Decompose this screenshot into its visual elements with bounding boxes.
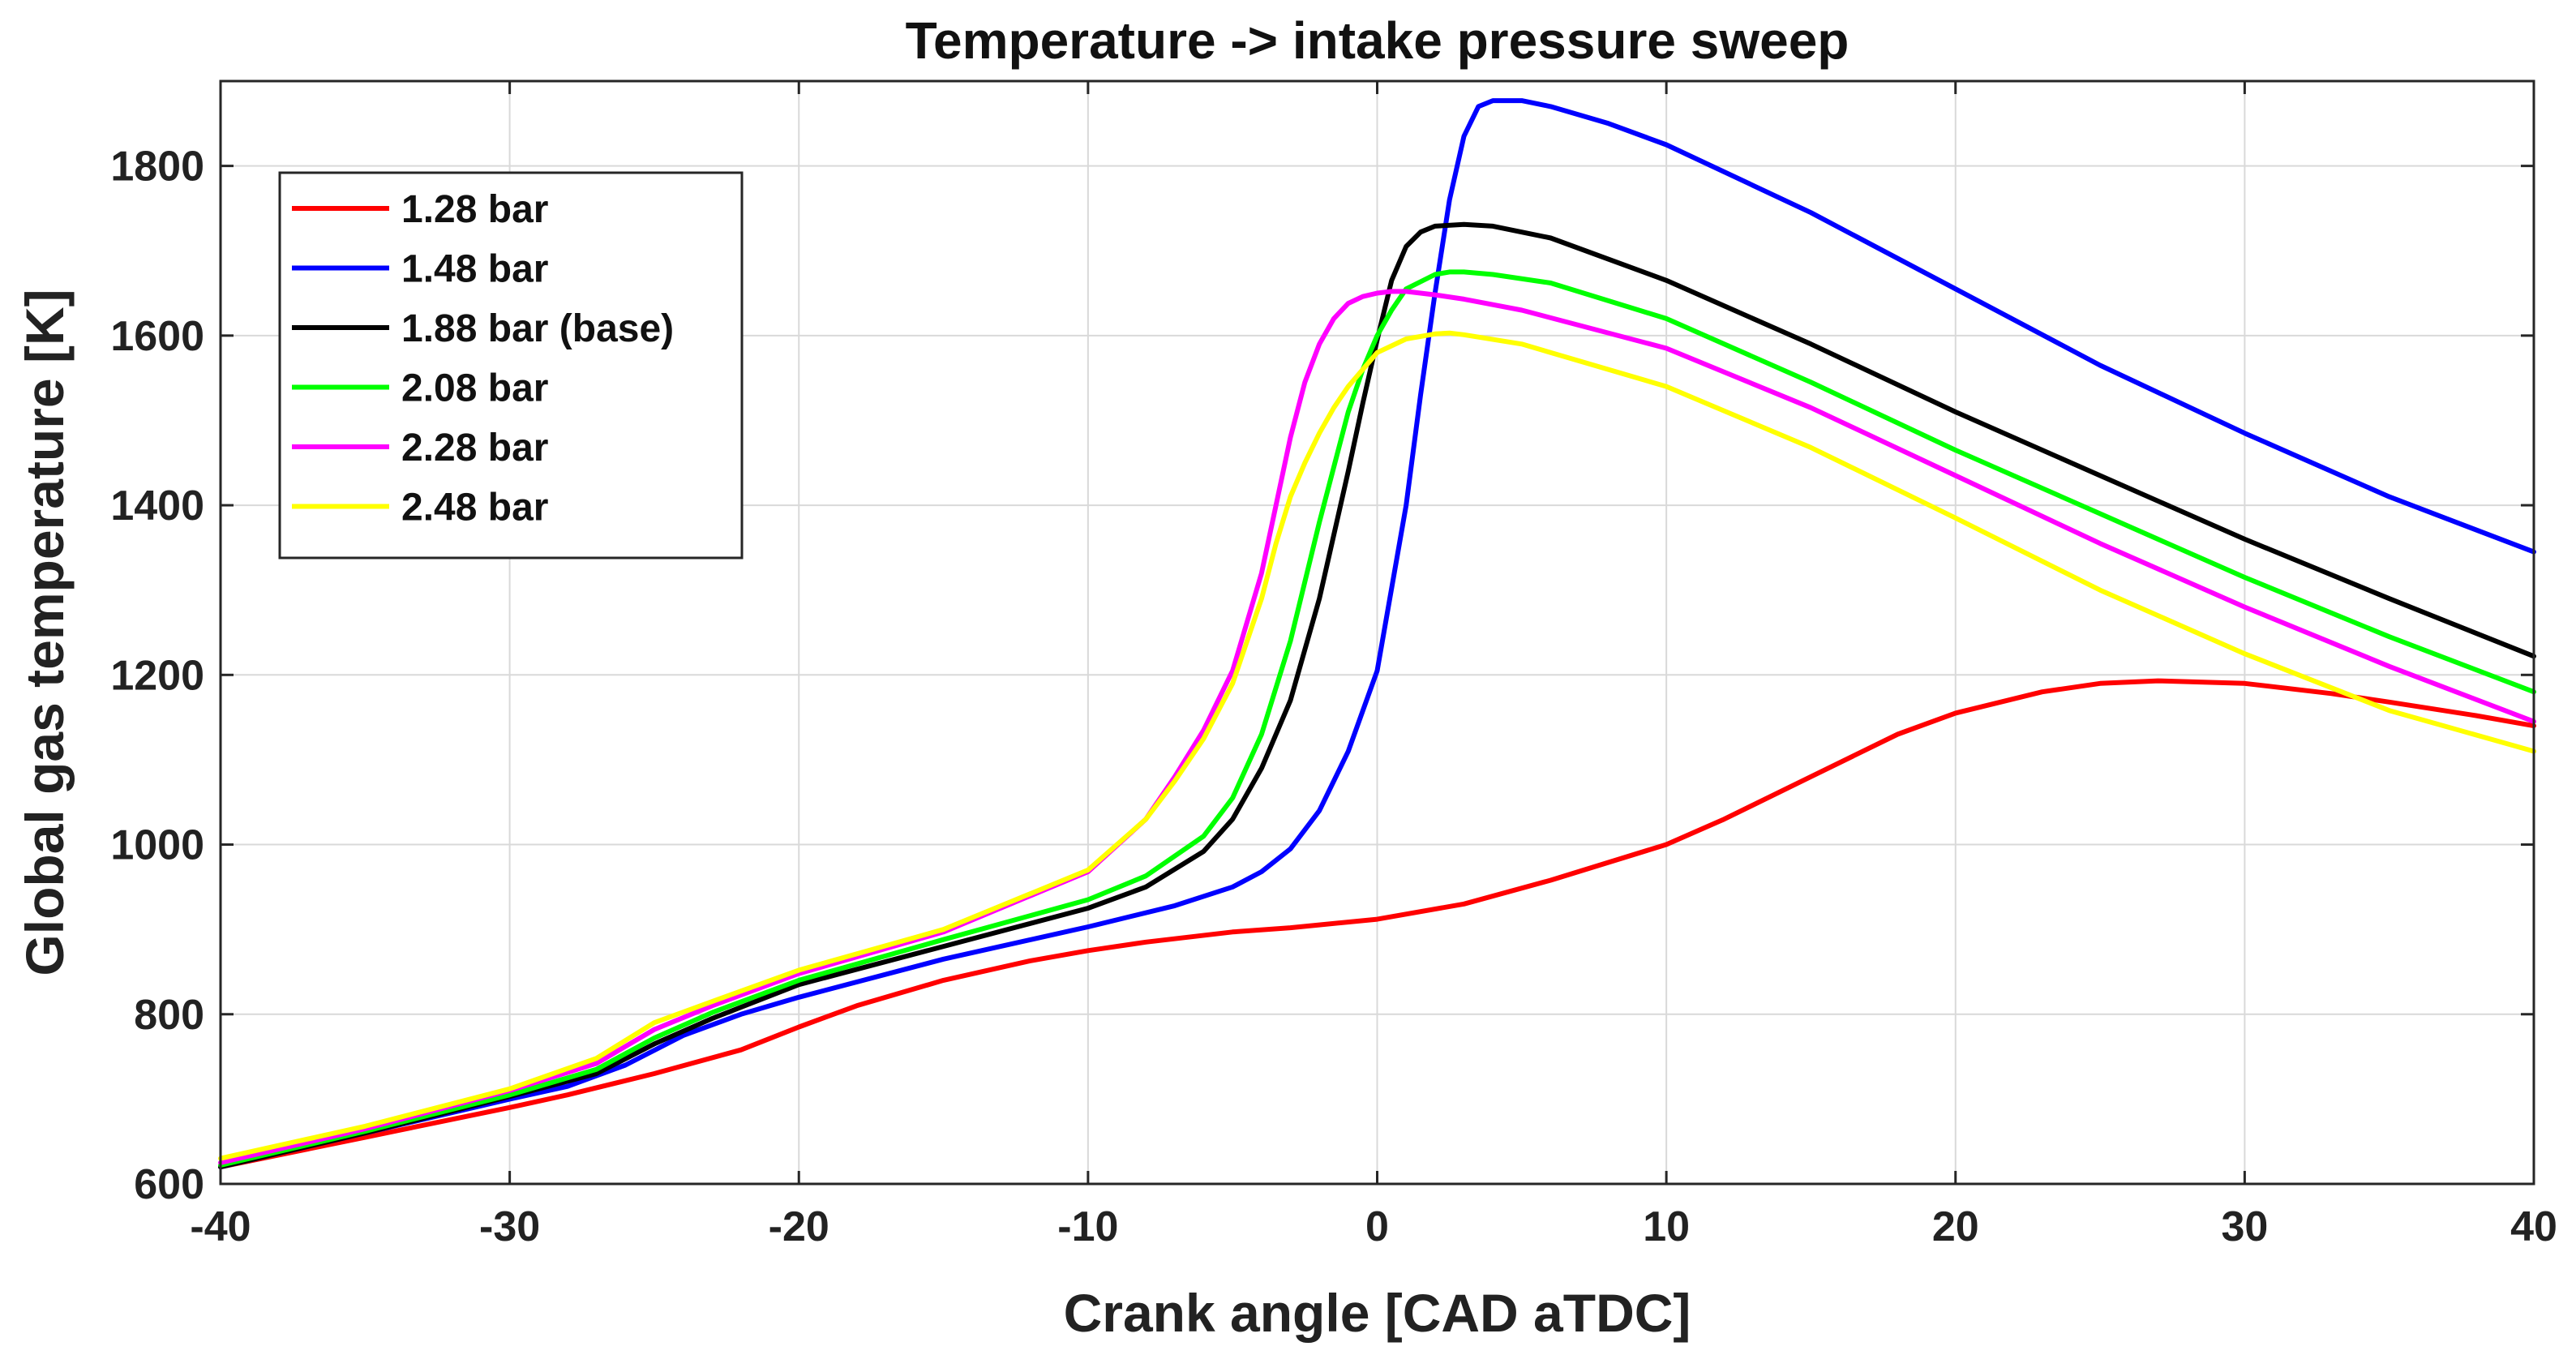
y-tick-label: 800 <box>134 992 204 1039</box>
series-layer <box>218 98 2536 1170</box>
series-line <box>218 289 2536 1165</box>
x-axis-label: Crank angle [CAD aTDC] <box>1064 1283 1691 1343</box>
y-tick-label: 600 <box>134 1161 204 1208</box>
series-line <box>218 269 2536 1168</box>
chart-title: Temperature -> intake pressure sweep <box>906 11 1849 70</box>
x-tick-label: 20 <box>1932 1203 1979 1250</box>
x-tick-label: -30 <box>479 1203 540 1250</box>
series-line <box>218 221 2536 1170</box>
ticks-layer: -40 -30 -20 -10 0 10 20 30 40 600 800 1000 1200 1400 1… <box>110 81 2557 1250</box>
x-tick-label: -40 <box>190 1203 251 1250</box>
legend: 1.28 bar 1.48 bar 1.88 bar (base) 2.08 bar 2… <box>278 171 744 560</box>
legend-box <box>278 171 744 560</box>
x-tick-label: 30 <box>2221 1203 2268 1250</box>
y-tick-label: 1600 <box>110 313 204 360</box>
y-tick-label: 1800 <box>110 144 204 191</box>
legend-entry-label: 2.08 bar <box>401 367 548 410</box>
legend-entry-label: 1.28 bar <box>401 188 548 231</box>
series-line <box>218 678 2536 1170</box>
series-line <box>218 98 2536 1170</box>
legend-entry-label: 2.48 bar <box>401 487 548 530</box>
x-tick-label: -10 <box>1057 1203 1118 1250</box>
y-tick-label: 1000 <box>110 822 204 869</box>
legend-entry-label: 1.48 bar <box>401 248 548 291</box>
y-tick-label: 1400 <box>110 482 204 530</box>
x-tick-label: 10 <box>1643 1203 1690 1250</box>
legend-entry-label: 2.28 bar <box>401 427 548 470</box>
y-tick-label: 1200 <box>110 652 204 699</box>
x-tick-label: 0 <box>1365 1203 1389 1250</box>
y-axis-label: Global gas temperature [K] <box>15 289 75 976</box>
legend-entry-label: 1.88 bar (base) <box>401 307 674 350</box>
x-tick-label: 40 <box>2510 1203 2557 1250</box>
x-tick-label: -20 <box>769 1203 829 1250</box>
series-line <box>218 330 2536 1161</box>
